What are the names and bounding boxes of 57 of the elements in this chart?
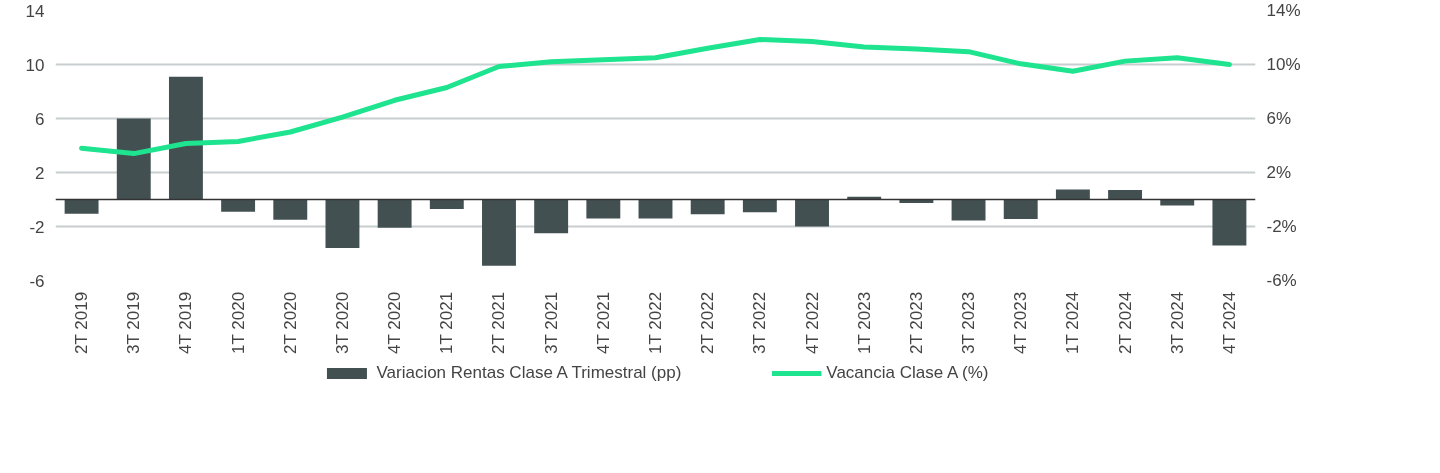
bar [168,76,203,200]
x-tick-label: 2T 2019 [72,291,92,354]
bar [273,199,308,220]
bar [64,199,99,214]
bar [534,199,569,234]
bar [951,199,986,221]
bar [795,199,829,227]
bar [325,199,360,249]
y2-tick-label: -2% [1266,217,1297,236]
x-tick-label: 2T 2023 [906,291,926,354]
y2-tick-label: 6% [1266,109,1292,128]
bar [377,199,412,228]
x-tick-label: 4T 2021 [593,291,613,354]
bar [690,199,725,215]
x-tick-label: 2T 2020 [280,291,300,354]
x-tick-label: 1T 2023 [854,291,874,354]
x-tick-label: 3T 2021 [541,291,561,354]
y-tick-label: 2 [35,163,45,183]
y-tick-label: -6 [29,271,45,291]
bar [482,199,516,266]
bar [1212,199,1247,246]
x-tick-label: 2T 2021 [489,291,509,354]
bar [1003,199,1038,220]
y-tick-label: 6 [35,109,45,129]
y2-tick-label: 2% [1266,163,1292,182]
legend-label: Variacion Rentas Clase A Trimestral (pp) [376,363,682,383]
x-tick-label: 3T 2023 [959,291,979,354]
x-tick-label: 1T 2020 [228,291,248,354]
x-tick-label: 4T 2022 [802,291,822,354]
x-tick-label: 1T 2024 [1063,291,1083,354]
bar [742,199,777,213]
x-tick-label: 4T 2023 [1011,291,1031,354]
bar [1108,190,1143,200]
x-tick-label: 4T 2020 [385,291,405,354]
x-tick-label: 1T 2022 [646,291,665,354]
x-tick-label: 4T 2019 [176,291,196,354]
y-tick-label: 14 [25,1,45,21]
x-tick-label: 2T 2022 [698,291,718,354]
y2-tick-label: 14% [1266,1,1301,20]
y-tick-label: -2 [29,217,45,237]
x-tick-label: 3T 2019 [124,291,144,354]
bar [638,199,673,219]
x-tick-label: 3T 2020 [332,291,352,354]
bar [429,199,464,209]
x-tick-label: 2T 2024 [1115,291,1135,354]
x-tick-label: 3T 2022 [750,291,770,354]
x-tick-label: 3T 2024 [1167,291,1187,354]
x-tick-label: 4T 2024 [1219,291,1239,354]
y2-tick-label: -6% [1266,271,1297,290]
bar [586,199,621,219]
bar [116,118,151,200]
x-tick-label: 1T 2021 [437,291,457,354]
bar [1055,189,1090,200]
legend-label: Vacancia Clase A (%) [826,363,989,383]
y2-tick-label: 10% [1266,55,1301,74]
bar [221,199,256,212]
y-tick-label: 10 [25,55,45,75]
